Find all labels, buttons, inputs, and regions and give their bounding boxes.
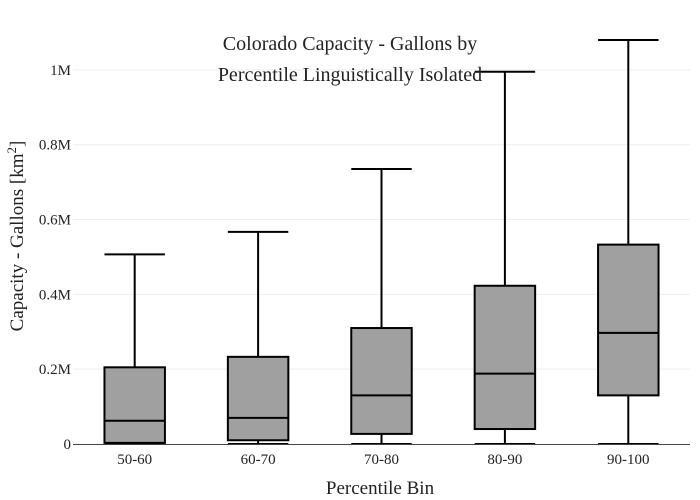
iqr-box (103, 366, 166, 444)
iqr-box (597, 243, 660, 397)
box-50-60 (103, 253, 166, 445)
box-80-90 (473, 70, 537, 445)
x-tick-label-0: 50-60 (117, 452, 152, 468)
x-tick-label-1: 60-70 (241, 452, 276, 468)
y-tick-label-0: 0 (64, 437, 72, 453)
y-tick-label-3: 0.6M (39, 213, 71, 229)
x-axis-title: Percentile Bin (326, 478, 435, 499)
boxes (103, 39, 660, 445)
iqr-box (350, 327, 413, 435)
x-tick-label-2: 70-80 (364, 452, 399, 468)
y-tick-label-1: 0.2M (39, 362, 71, 378)
box-70-80 (350, 168, 413, 445)
y-axis-title-sup: 2 (4, 147, 19, 154)
y-tick-label-2: 0.4M (39, 287, 71, 303)
y-tick-label-4: 0.8M (39, 138, 71, 154)
x-tick-label-3: 80-90 (487, 452, 522, 468)
iqr-box (473, 284, 537, 431)
x-axis-ticks: 50-60 60-70 70-80 80-90 90-100 (117, 452, 649, 468)
y-axis-ticks: 0 0.2M 0.4M 0.6M 0.8M 1M (39, 63, 71, 453)
box-90-100 (597, 39, 660, 445)
x-tick-label-4: 90-100 (607, 452, 650, 468)
iqr-box (226, 355, 290, 442)
chart-title-line-2: Percentile Linguistically Isolated (218, 64, 482, 86)
chart-title-line-1: Colorado Capacity - Gallons by (223, 33, 477, 55)
y-tick-label-5: 1M (50, 63, 71, 79)
box-60-70 (226, 230, 290, 445)
y-axis-title-end: ] (7, 141, 28, 147)
y-axis-title-main: Capacity - Gallons [km (7, 153, 28, 331)
y-axis-title: Capacity - Gallons [km2] (4, 141, 29, 332)
